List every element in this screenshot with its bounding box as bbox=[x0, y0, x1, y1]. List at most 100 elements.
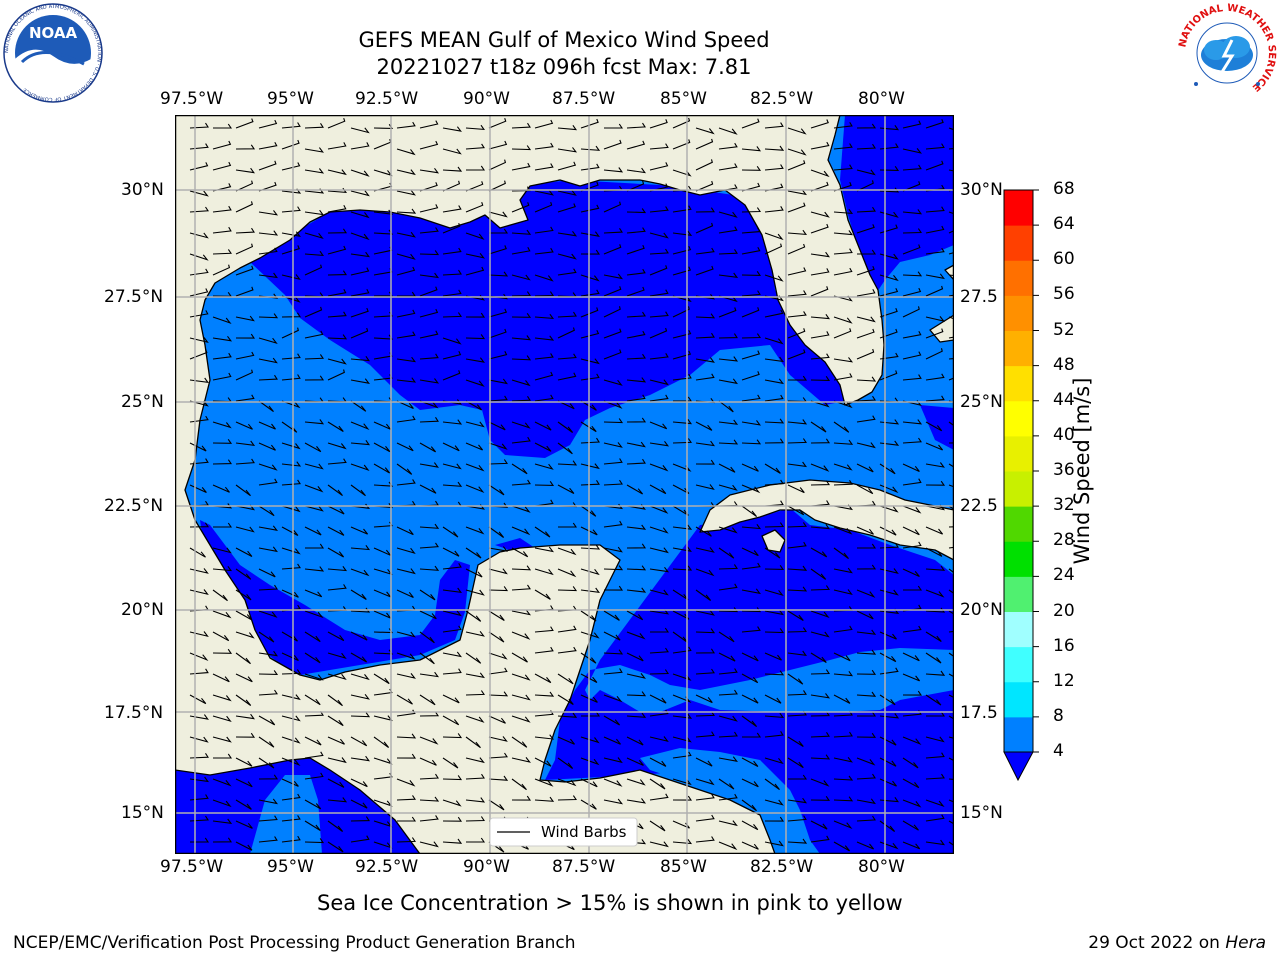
wind-barb bbox=[672, 266, 692, 276]
wind-barb bbox=[511, 652, 528, 663]
wind-barb bbox=[557, 311, 577, 318]
wind-barb bbox=[304, 751, 324, 759]
wind-barb bbox=[649, 463, 669, 472]
wind-barb bbox=[189, 714, 209, 720]
wind-barb bbox=[649, 736, 669, 742]
wind-barb bbox=[718, 631, 735, 643]
wind-barb bbox=[235, 484, 251, 497]
wind-barb bbox=[626, 417, 647, 423]
wind-barb bbox=[281, 589, 299, 598]
wind-barb bbox=[189, 122, 209, 129]
wind-barb bbox=[327, 547, 345, 558]
wind-barb bbox=[281, 400, 301, 409]
wind-barb bbox=[258, 774, 279, 780]
wind-barb bbox=[810, 523, 831, 530]
wind-barb bbox=[212, 140, 232, 150]
wind-barb bbox=[902, 419, 923, 425]
wind-barb bbox=[856, 798, 876, 805]
wind-barb bbox=[603, 565, 624, 571]
wind-barb bbox=[603, 167, 624, 173]
colorbar-band bbox=[1004, 295, 1033, 331]
wind-barb bbox=[258, 400, 274, 413]
wind-barb bbox=[580, 544, 601, 550]
lat-tick-label: 30°N bbox=[121, 180, 164, 200]
wind-barb bbox=[534, 189, 554, 196]
wind-barb bbox=[511, 379, 531, 387]
wind-barb bbox=[672, 350, 692, 360]
wind-barb bbox=[396, 733, 417, 739]
wind-barb bbox=[718, 607, 739, 613]
wind-barb bbox=[488, 271, 509, 277]
wind-barb bbox=[695, 568, 715, 577]
wind-barb bbox=[442, 799, 462, 807]
wind-barb bbox=[902, 148, 922, 154]
wind-barb bbox=[465, 379, 485, 387]
wind-barb bbox=[327, 565, 348, 572]
wind-barb bbox=[304, 652, 321, 664]
wind-barb bbox=[902, 351, 922, 360]
wind-barb bbox=[281, 312, 302, 318]
wind-barb bbox=[304, 463, 324, 470]
wind-barb bbox=[926, 711, 946, 717]
wind-barb bbox=[442, 816, 463, 822]
wind-barb bbox=[212, 547, 232, 554]
wind-barb bbox=[879, 352, 899, 360]
wind-barb bbox=[235, 440, 256, 447]
wind-barb bbox=[810, 732, 830, 738]
wind-barb bbox=[235, 568, 252, 580]
wind-barb bbox=[925, 526, 944, 535]
wind-barb bbox=[580, 421, 597, 433]
wind-barb bbox=[189, 337, 209, 343]
wind-speed-colorbar bbox=[1003, 189, 1039, 782]
wind-barb bbox=[741, 799, 757, 812]
wind-barb bbox=[373, 673, 390, 685]
wind-barb bbox=[534, 421, 552, 431]
wind-barb bbox=[580, 274, 600, 282]
wind-barb bbox=[511, 736, 528, 748]
wind-barb bbox=[281, 231, 301, 237]
wind-barb bbox=[787, 797, 808, 804]
wind-barb bbox=[925, 752, 945, 759]
wind-barb bbox=[833, 181, 852, 192]
wind-barb bbox=[281, 353, 301, 360]
wind-barb bbox=[787, 349, 806, 360]
wind-barb bbox=[258, 141, 278, 150]
wind-barb bbox=[189, 568, 209, 574]
wind-barb bbox=[718, 526, 738, 534]
wind-barb bbox=[764, 438, 785, 444]
colorbar-band bbox=[1004, 260, 1033, 296]
wind-barb bbox=[833, 694, 851, 704]
wind-barb bbox=[810, 268, 830, 276]
wind-barb bbox=[626, 353, 646, 360]
wind-barb bbox=[396, 652, 416, 660]
wind-barb bbox=[212, 459, 233, 465]
wind-barb bbox=[534, 163, 554, 171]
wind-barb bbox=[603, 458, 623, 465]
colorbar-tick-label: 28 bbox=[1053, 530, 1075, 551]
wind-barb bbox=[718, 820, 738, 827]
wind-barb bbox=[741, 333, 762, 339]
wind-barb bbox=[764, 463, 781, 474]
wind-barb bbox=[235, 694, 252, 706]
wind-barb bbox=[534, 353, 554, 360]
wind-barb bbox=[465, 312, 486, 318]
wind-barb bbox=[603, 273, 624, 280]
wind-barb bbox=[741, 588, 761, 595]
wind-barb bbox=[856, 732, 877, 738]
wind-barb bbox=[903, 585, 923, 591]
wind-barb bbox=[534, 274, 554, 282]
wind-barb bbox=[396, 356, 417, 363]
wind-barb bbox=[281, 461, 302, 467]
wind-barb bbox=[764, 243, 783, 255]
wind-barb bbox=[396, 291, 417, 297]
wind-barb bbox=[603, 736, 621, 745]
lat-tick-label: 22.5 bbox=[960, 496, 998, 516]
wind-barb bbox=[580, 778, 598, 788]
wind-barb bbox=[718, 333, 738, 339]
wind-barb bbox=[856, 169, 876, 176]
wind-barb bbox=[649, 609, 670, 615]
wind-barb bbox=[925, 328, 944, 339]
wind-barb bbox=[534, 480, 555, 486]
wind-barb bbox=[649, 778, 666, 790]
wind-barb bbox=[833, 567, 853, 574]
